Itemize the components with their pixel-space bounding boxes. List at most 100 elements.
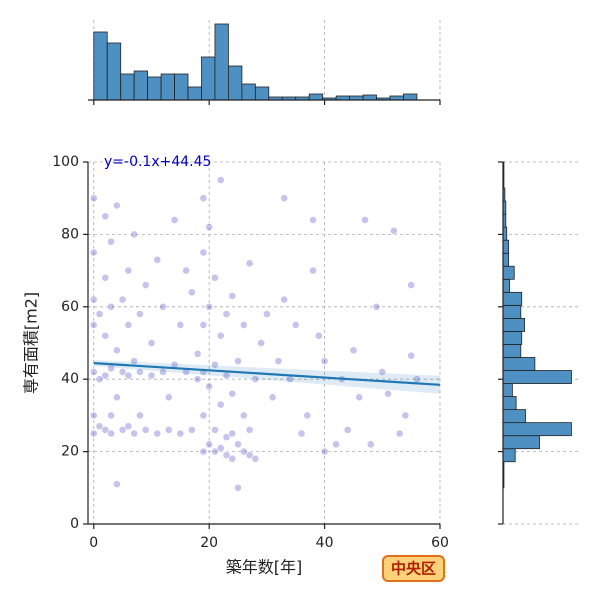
y-tick-label: 20 — [61, 444, 79, 460]
point — [101, 331, 110, 340]
point — [187, 425, 196, 434]
point — [89, 320, 98, 329]
point — [136, 368, 144, 376]
point — [251, 454, 260, 463]
fit-band — [93, 360, 440, 394]
point — [124, 371, 133, 380]
point — [170, 216, 179, 224]
point — [228, 429, 237, 438]
point — [349, 346, 358, 355]
point — [401, 411, 410, 420]
point — [320, 447, 329, 456]
point — [107, 429, 115, 438]
y-tick-label: 60 — [61, 299, 79, 315]
x-tick-label: 40 — [316, 535, 334, 551]
point — [234, 440, 242, 449]
fit-line — [93, 361, 441, 386]
point — [124, 422, 133, 431]
point — [216, 176, 225, 184]
bar — [93, 31, 108, 101]
point — [199, 447, 208, 456]
point — [164, 393, 173, 402]
point — [118, 368, 127, 376]
point — [193, 375, 202, 384]
x-tick-label: 60 — [431, 535, 449, 551]
point — [234, 357, 242, 365]
badge: 中央区 — [391, 560, 436, 578]
point — [101, 212, 110, 221]
point — [291, 320, 300, 329]
point — [101, 273, 110, 282]
point — [320, 357, 329, 365]
bar — [187, 86, 202, 101]
point — [239, 320, 248, 329]
point — [361, 216, 369, 224]
point — [378, 368, 387, 376]
point — [101, 425, 110, 434]
point — [107, 302, 115, 311]
point — [89, 411, 98, 420]
point — [95, 310, 104, 318]
point — [407, 351, 416, 360]
point — [366, 440, 375, 449]
point — [159, 302, 167, 311]
point — [176, 429, 185, 438]
point — [228, 454, 237, 463]
bar — [133, 70, 149, 101]
point — [211, 425, 219, 434]
point — [216, 400, 225, 409]
x-axis-label: 築年数[年] — [226, 558, 303, 577]
point — [107, 411, 115, 420]
point — [205, 302, 214, 311]
point — [164, 425, 173, 434]
y-tick-label: 100 — [52, 154, 79, 170]
point — [124, 266, 133, 275]
y-axis-label: 専有面積[m2] — [22, 292, 41, 394]
point — [280, 295, 289, 304]
bar — [502, 396, 517, 411]
point — [136, 411, 144, 420]
point — [332, 440, 341, 449]
point — [309, 216, 317, 224]
point — [118, 425, 127, 434]
point — [245, 259, 254, 268]
bar — [502, 409, 526, 424]
point — [211, 360, 219, 369]
point — [95, 422, 104, 431]
point — [228, 292, 237, 300]
point — [89, 368, 98, 376]
point — [193, 349, 202, 358]
bar — [502, 370, 572, 384]
point — [297, 429, 306, 438]
point — [199, 411, 208, 420]
point — [343, 425, 352, 434]
bar — [502, 383, 513, 397]
point — [89, 194, 98, 203]
point — [355, 393, 364, 402]
bar — [502, 239, 510, 254]
bar — [106, 42, 122, 101]
bar — [403, 93, 418, 101]
point — [274, 357, 283, 365]
point — [280, 194, 289, 203]
point — [314, 331, 323, 340]
x-tick-label: 0 — [89, 535, 98, 551]
point — [205, 382, 214, 391]
point — [268, 393, 277, 402]
bar — [502, 344, 522, 358]
point — [251, 375, 260, 384]
point — [205, 440, 214, 449]
point — [182, 266, 190, 275]
point — [384, 389, 392, 398]
point — [199, 248, 208, 257]
point — [118, 295, 127, 304]
badge-box — [382, 555, 445, 582]
point — [239, 447, 248, 456]
bar — [160, 73, 175, 101]
bar — [502, 265, 515, 280]
point — [245, 425, 254, 434]
point — [130, 230, 139, 239]
point — [395, 429, 404, 438]
bar — [502, 331, 523, 345]
y-tick-label: 80 — [61, 226, 79, 242]
